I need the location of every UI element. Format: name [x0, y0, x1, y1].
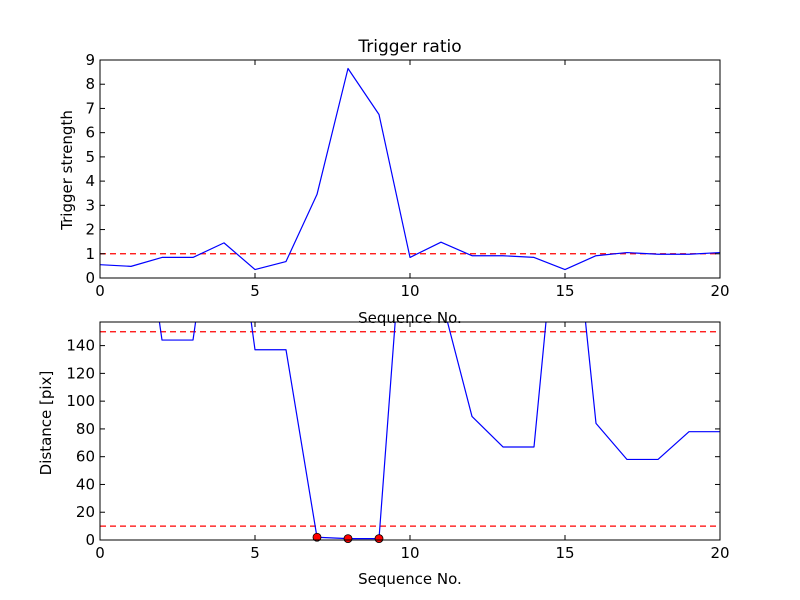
- x-tick-label: 5: [250, 282, 260, 300]
- trigger-ratio-chart: Trigger ratio Sequence No. Trigger stren…: [58, 37, 730, 327]
- y-tick-label: 8: [85, 75, 95, 93]
- y-tick-label: 9: [85, 51, 95, 69]
- y-tick-label: 80: [76, 420, 95, 438]
- chart-title: Trigger ratio: [357, 37, 461, 57]
- y-axis-label: Trigger strength: [58, 110, 76, 231]
- series-line: [100, 67, 720, 271]
- y-tick-label: 20: [76, 503, 95, 521]
- x-tick-label: 10: [400, 544, 419, 562]
- x-tick-label: 0: [95, 282, 105, 300]
- y-tick-label: 40: [76, 475, 95, 493]
- x-tick-label: 20: [710, 544, 729, 562]
- data-point-marker: [343, 534, 353, 544]
- y-tick-label: 60: [76, 448, 95, 466]
- distance-chart: Sequence No. Distance [pix] 0 5 10 15 20 0 20 4…: [37, 321, 730, 588]
- y-tick-label: 140: [66, 337, 95, 355]
- x-tick-label: 5: [250, 544, 260, 562]
- y-tick-label: 0: [85, 269, 95, 287]
- y-axis-label: Distance [pix]: [37, 371, 55, 476]
- y-tick-label: 2: [85, 221, 95, 239]
- y-tick-label: 3: [85, 196, 95, 214]
- y-tick-label: 0: [85, 531, 95, 549]
- plot-area: 0 5 10 15 20 0 20 40 60 80 100 120 140: [66, 321, 730, 562]
- plot-area: 0 5 10 15 20 0 1 2 3 4 5 6 7 8 9: [85, 51, 729, 300]
- series-line: [158, 322, 720, 540]
- y-tick-label: 7: [85, 99, 95, 117]
- data-point-marker: [312, 532, 322, 542]
- y-tick-label: 4: [85, 172, 95, 190]
- data-point-marker: [374, 534, 384, 544]
- y-tick-label: 120: [66, 364, 95, 382]
- x-tick-label: 0: [95, 544, 105, 562]
- x-tick-label: 10: [400, 282, 419, 300]
- y-tick-label: 6: [85, 124, 95, 142]
- x-axis-label: Sequence No.: [358, 570, 462, 588]
- y-tick-label: 1: [85, 245, 95, 263]
- x-tick-label: 15: [555, 544, 574, 562]
- x-tick-label: 15: [555, 282, 574, 300]
- y-tick-label: 100: [66, 392, 95, 410]
- x-tick-label: 20: [710, 282, 729, 300]
- y-tick-label: 5: [85, 148, 95, 166]
